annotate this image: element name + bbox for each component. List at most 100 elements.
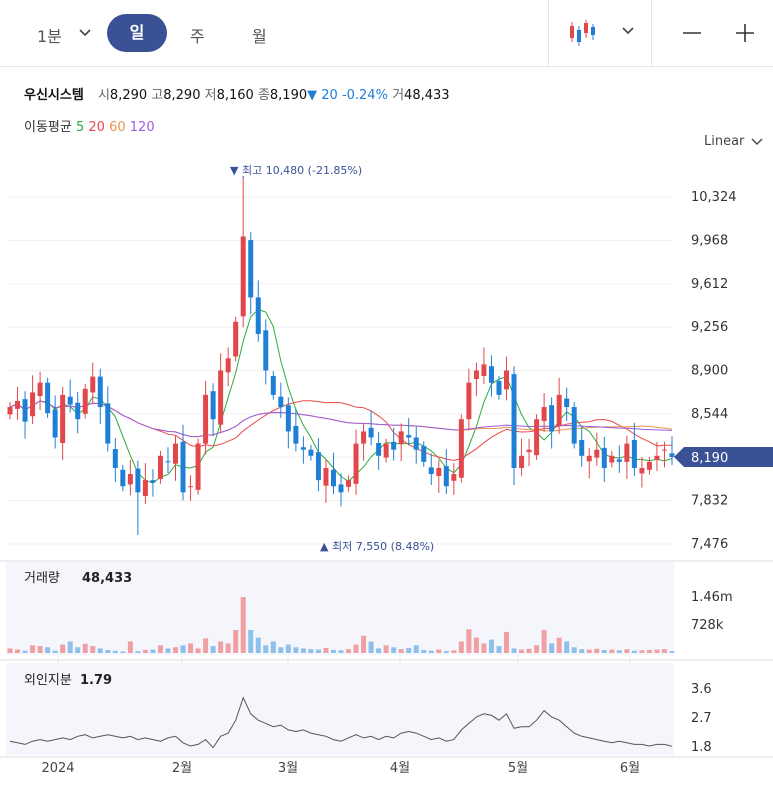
- change-value: ▼ 20: [307, 88, 338, 103]
- foreign-tick-label: 2.7: [691, 711, 712, 726]
- volume-bar: [255, 637, 261, 653]
- candle-body: [120, 469, 126, 487]
- foreign-tick-label: 1.8: [691, 740, 712, 755]
- volume-bar: [135, 651, 141, 653]
- volume-bar: [406, 648, 412, 653]
- volume-bar: [353, 644, 359, 653]
- volume-bar: [549, 643, 555, 653]
- price-tick-label: 7,832: [691, 494, 728, 509]
- candle-body: [654, 455, 660, 461]
- volume-bar: [458, 641, 464, 653]
- candle-body: [571, 407, 577, 444]
- x-tick-label: 3월: [278, 761, 298, 776]
- candle-body: [15, 400, 21, 409]
- candle-body: [315, 452, 321, 481]
- volume-bar: [473, 637, 479, 653]
- volume-bar: [60, 644, 66, 653]
- ma-5: 5: [75, 120, 85, 135]
- candle-body: [504, 370, 509, 390]
- open-label: 시: [97, 88, 110, 103]
- volume-bar: [594, 648, 600, 653]
- foreign-panel-value: 1.79: [80, 673, 112, 688]
- min-annotation: ▲ 최저 7,550 (8.48%): [320, 540, 434, 553]
- zoom-out-icon[interactable]: [681, 22, 703, 44]
- candle-body: [248, 240, 254, 298]
- candle-body: [413, 437, 419, 450]
- volume-bar: [173, 647, 178, 653]
- scale-chevron-down-icon: [751, 138, 763, 145]
- volume-bar: [398, 649, 404, 653]
- candle-body: [157, 455, 163, 479]
- scale-mode-selector[interactable]: Linear: [704, 134, 763, 149]
- candle-body: [308, 449, 314, 456]
- candle-body: [601, 447, 607, 468]
- volume-bar: [669, 651, 675, 653]
- zoom-in-icon[interactable]: [734, 22, 756, 44]
- volume-bar: [225, 643, 231, 653]
- volume-bar: [541, 629, 547, 653]
- candle-body: [323, 467, 329, 486]
- candle-body: [526, 449, 532, 453]
- candle-body: [451, 474, 457, 481]
- volume-bar: [127, 641, 133, 653]
- interval-label: 1분: [37, 27, 62, 46]
- candle-body: [624, 443, 630, 462]
- candle-body: [669, 453, 675, 458]
- volume-panel-bg: [6, 562, 674, 655]
- price-tick-label: 8,544: [691, 407, 728, 422]
- volume-bar: [45, 647, 51, 653]
- candle-body: [564, 398, 570, 408]
- volume-bar: [556, 637, 562, 653]
- price-tick-label: 10,324: [691, 190, 737, 205]
- price-tick-label: 7,476: [691, 537, 728, 552]
- interval-selector[interactable]: 1분: [37, 23, 62, 47]
- volume-label: 거: [392, 88, 405, 103]
- candle-body: [180, 441, 186, 493]
- volume-bar: [391, 647, 397, 653]
- current-price-label: 8,190: [691, 451, 728, 466]
- volume-bar: [488, 639, 494, 653]
- volume-bar: [323, 648, 329, 653]
- x-axis: 2024 2월 3월 4월 5월 6월: [41, 761, 640, 776]
- divider: [548, 0, 549, 66]
- candle-body: [646, 461, 652, 470]
- volume-bar: [661, 649, 667, 653]
- candle-body: [75, 402, 81, 420]
- candlestick-type-icon[interactable]: [568, 18, 598, 48]
- volume-bar: [376, 648, 382, 653]
- candle-body: [263, 330, 269, 371]
- tab-month[interactable]: 월: [252, 27, 267, 46]
- foreign-tick-label: 3.6: [691, 682, 712, 697]
- chart-type-chevron-down-icon[interactable]: [621, 26, 635, 36]
- candle-body: [218, 370, 224, 425]
- x-tick-label: 4월: [390, 761, 410, 776]
- stock-info: 우신시스템 시8,290 고8,290 저8,160 종8,190▼ 20 -0…: [24, 84, 450, 103]
- chevron-down-icon[interactable]: [78, 28, 92, 38]
- candle-body: [556, 394, 562, 426]
- candle-body: [383, 443, 389, 458]
- tab-week[interactable]: 주: [190, 27, 205, 46]
- volume-bar: [52, 650, 58, 653]
- volume-bar: [240, 597, 246, 653]
- candle-body: [112, 449, 118, 468]
- volume-bar: [511, 648, 517, 653]
- volume-bar: [361, 635, 367, 653]
- candle-body: [22, 399, 28, 422]
- ma-60: 60: [109, 120, 126, 135]
- low-label: 저: [204, 88, 217, 103]
- candle-body: [67, 396, 73, 405]
- candle-body: [37, 382, 43, 397]
- volume-bar: [112, 650, 118, 653]
- candle-body: [436, 467, 442, 476]
- candle-body: [293, 425, 299, 444]
- tab-day[interactable]: 일: [107, 14, 167, 52]
- volume-bar: [646, 649, 652, 653]
- x-tick-label: 5월: [508, 761, 528, 776]
- volume-bar: [413, 645, 419, 653]
- candle-body: [488, 366, 494, 383]
- volume-bar: [278, 647, 284, 653]
- candle-body: [541, 407, 547, 422]
- candle-body: [150, 480, 156, 483]
- volume-bar: [150, 649, 156, 653]
- volume-bar: [165, 648, 171, 653]
